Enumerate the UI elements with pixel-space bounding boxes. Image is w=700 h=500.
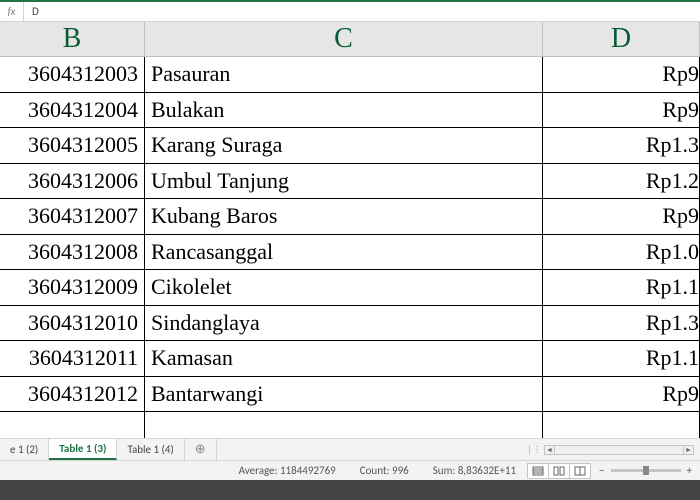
cell-b[interactable]: 3604312012 [0, 377, 145, 413]
cell-d[interactable]: Rp9 [543, 93, 700, 129]
cell-d[interactable]: Rp1.0 [543, 235, 700, 271]
view-buttons [528, 463, 591, 479]
cell-c[interactable]: Cikolelet [145, 270, 543, 306]
scroll-right-button[interactable]: ► [683, 446, 693, 454]
cell-b[interactable]: 3604312011 [0, 341, 145, 377]
cell-c[interactable]: Bulakan [145, 93, 543, 129]
cell-c[interactable]: Pasauran [145, 57, 543, 93]
zoom-control: − + [591, 464, 700, 477]
cell-b[interactable]: 3604312004 [0, 93, 145, 129]
cell-c[interactable]: Kubang Baros [145, 199, 543, 235]
cell-b[interactable] [0, 412, 145, 438]
cell-c[interactable] [145, 412, 543, 438]
table-row: 3604312004BulakanRp9 [0, 93, 700, 129]
cell-c[interactable]: Rancasanggal [145, 235, 543, 271]
table-row: 3604312005Karang SuragaRp1.3 [0, 128, 700, 164]
cell-b[interactable]: 3604312010 [0, 306, 145, 342]
view-normal-button[interactable] [527, 463, 549, 479]
status-sum: Sum: 8,83632E+11 [421, 464, 528, 477]
cell-c[interactable]: Kamasan [145, 341, 543, 377]
cell-d[interactable]: Rp9 [543, 199, 700, 235]
horizontal-scrollbar[interactable]: ◄ ► [544, 445, 694, 455]
cell-d[interactable]: Rp1.1 [543, 270, 700, 306]
cell-d[interactable]: Rp1.3 [543, 128, 700, 164]
table-row: 3604312012BantarwangiRp9 [0, 377, 700, 413]
table-row: 3604312009CikoleletRp1.1 [0, 270, 700, 306]
cell-d[interactable]: Rp9 [543, 377, 700, 413]
cell-b[interactable]: 3604312003 [0, 57, 145, 93]
col-header-b[interactable]: B [0, 22, 145, 56]
cell-b[interactable]: 3604312006 [0, 164, 145, 200]
view-page-break-button[interactable] [569, 463, 591, 479]
bottom-strip [0, 480, 700, 500]
spreadsheet-app: fx D B C D 3604312003PasauranRp936043120… [0, 0, 700, 500]
view-page-layout-button[interactable] [548, 463, 570, 479]
table-row [0, 412, 700, 438]
table-row: 3604312008RancasanggalRp1.0 [0, 235, 700, 271]
cell-b[interactable]: 3604312005 [0, 128, 145, 164]
grid: B C D 3604312003PasauranRp93604312004Bul… [0, 22, 700, 438]
scroll-left-button[interactable]: ◄ [545, 446, 555, 454]
sheet-tab-2[interactable]: Table 1 (3) [49, 439, 117, 460]
sheet-tab-3[interactable]: Table 1 (4) [117, 439, 184, 460]
status-bar: Average: 1184492769 Count: 996 Sum: 8,83… [0, 460, 700, 480]
cell-d[interactable]: Rp1.1 [543, 341, 700, 377]
cell-d[interactable] [543, 412, 700, 438]
table-row: 3604312006Umbul TanjungRp1.2 [0, 164, 700, 200]
cell-c[interactable]: Umbul Tanjung [145, 164, 543, 200]
column-headers: B C D [0, 22, 700, 57]
cell-b[interactable]: 3604312009 [0, 270, 145, 306]
table-row: 3604312010SindanglayaRp1.3 [0, 306, 700, 342]
zoom-in-button[interactable]: + [687, 464, 692, 477]
scroll-sep: ⋮ [529, 445, 544, 455]
formula-bar: fx D [0, 2, 700, 22]
table-row: 3604312003PasauranRp9 [0, 57, 700, 93]
sheet-tabs-bar: e 1 (2) Table 1 (3) Table 1 (4) ⊕ ⋮ ◄ ► [0, 438, 700, 460]
cell-c[interactable]: Sindanglaya [145, 306, 543, 342]
cell-c[interactable]: Karang Suraga [145, 128, 543, 164]
add-sheet-button[interactable]: ⊕ [185, 439, 217, 460]
table-row: 3604312011KamasanRp1.1 [0, 341, 700, 377]
cell-d[interactable]: Rp9 [543, 57, 700, 93]
zoom-out-button[interactable]: − [599, 464, 604, 477]
sheet-tab-1[interactable]: e 1 (2) [0, 439, 49, 460]
table-row: 3604312007Kubang BarosRp9 [0, 199, 700, 235]
cell-c[interactable]: Bantarwangi [145, 377, 543, 413]
status-average: Average: 1184492769 [227, 464, 348, 477]
col-header-c[interactable]: C [145, 22, 543, 56]
cell-b[interactable]: 3604312008 [0, 235, 145, 271]
zoom-slider[interactable] [611, 469, 681, 472]
status-count: Count: 996 [348, 464, 421, 477]
cell-d[interactable]: Rp1.3 [543, 306, 700, 342]
cell-b[interactable]: 3604312007 [0, 199, 145, 235]
col-header-d[interactable]: D [543, 22, 700, 56]
fx-label: fx [0, 2, 24, 21]
cell-d[interactable]: Rp1.2 [543, 164, 700, 200]
formula-value[interactable]: D [24, 2, 39, 22]
rows: 3604312003PasauranRp93604312004BulakanRp… [0, 57, 700, 438]
hscroll-area: ⋮ ◄ ► [217, 445, 700, 455]
